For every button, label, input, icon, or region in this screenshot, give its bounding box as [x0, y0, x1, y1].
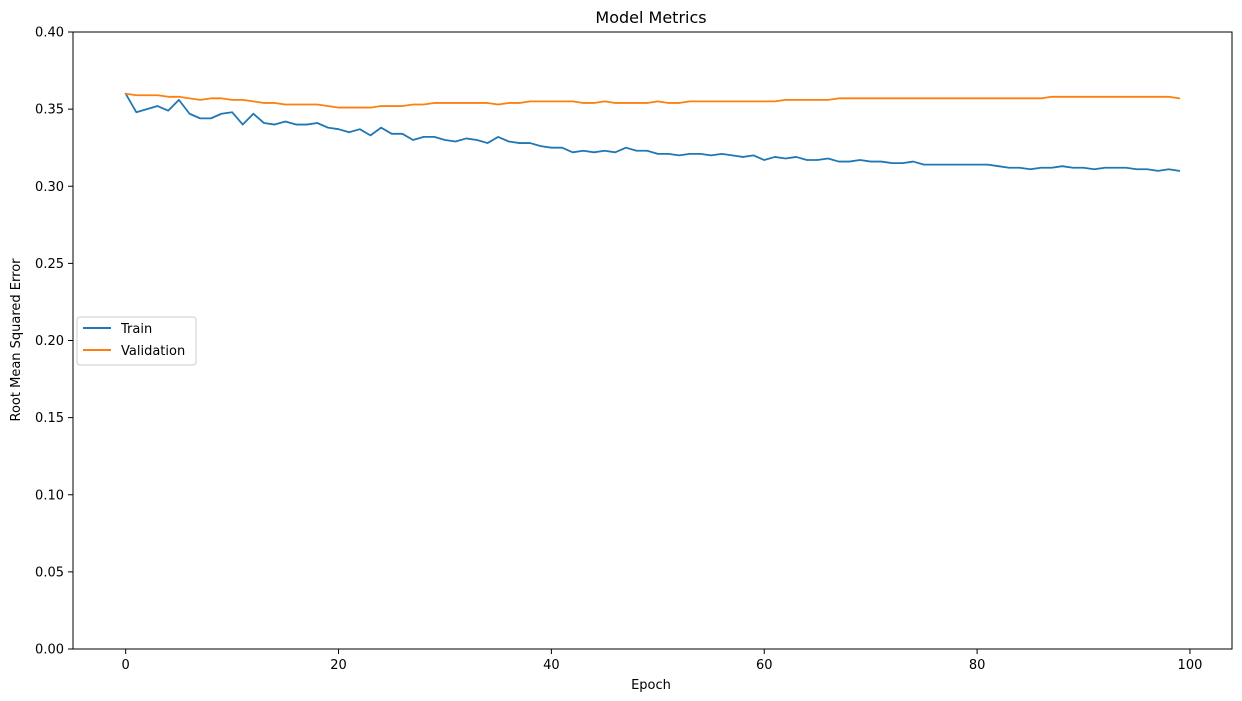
y-axis-label: Root Mean Squared Error — [9, 258, 24, 422]
series-points-validation — [125, 93, 1180, 108]
series-layer — [124, 92, 1181, 172]
series-points-train — [125, 93, 1180, 171]
x-axis-label: Epoch — [631, 678, 671, 693]
x-tick-label: 80 — [969, 658, 986, 673]
x-tick-label: 20 — [330, 658, 347, 673]
x-tick-label: 0 — [122, 658, 130, 673]
y-tick-label: 0.00 — [35, 643, 64, 658]
series-line-train — [124, 92, 1181, 172]
x-axis-ticks: 0 20 40 60 80 100 — [122, 649, 1203, 673]
legend-label-train: Train — [120, 322, 152, 337]
y-tick-label: 0.20 — [35, 334, 64, 349]
chart-title: Model Metrics — [595, 8, 706, 27]
y-tick-label: 0.25 — [35, 257, 64, 272]
legend-label-validation: Validation — [121, 344, 185, 359]
y-tick-label: 0.30 — [35, 180, 64, 195]
x-tick-label: 40 — [543, 658, 560, 673]
y-tick-label: 0.10 — [35, 488, 64, 503]
series-line-validation — [124, 92, 1181, 109]
x-tick-label: 60 — [756, 658, 773, 673]
legend: Train Validation — [76, 316, 197, 366]
x-tick-label: 100 — [1178, 658, 1203, 673]
y-tick-label: 0.05 — [35, 565, 64, 580]
y-tick-label: 0.35 — [35, 103, 64, 118]
y-axis-ticks: 0.00 0.05 0.10 0.15 0.20 0.25 0.30 0.35 0.40 — [35, 26, 73, 658]
y-tick-label: 0.15 — [35, 411, 64, 426]
y-tick-label: 0.40 — [35, 26, 64, 41]
